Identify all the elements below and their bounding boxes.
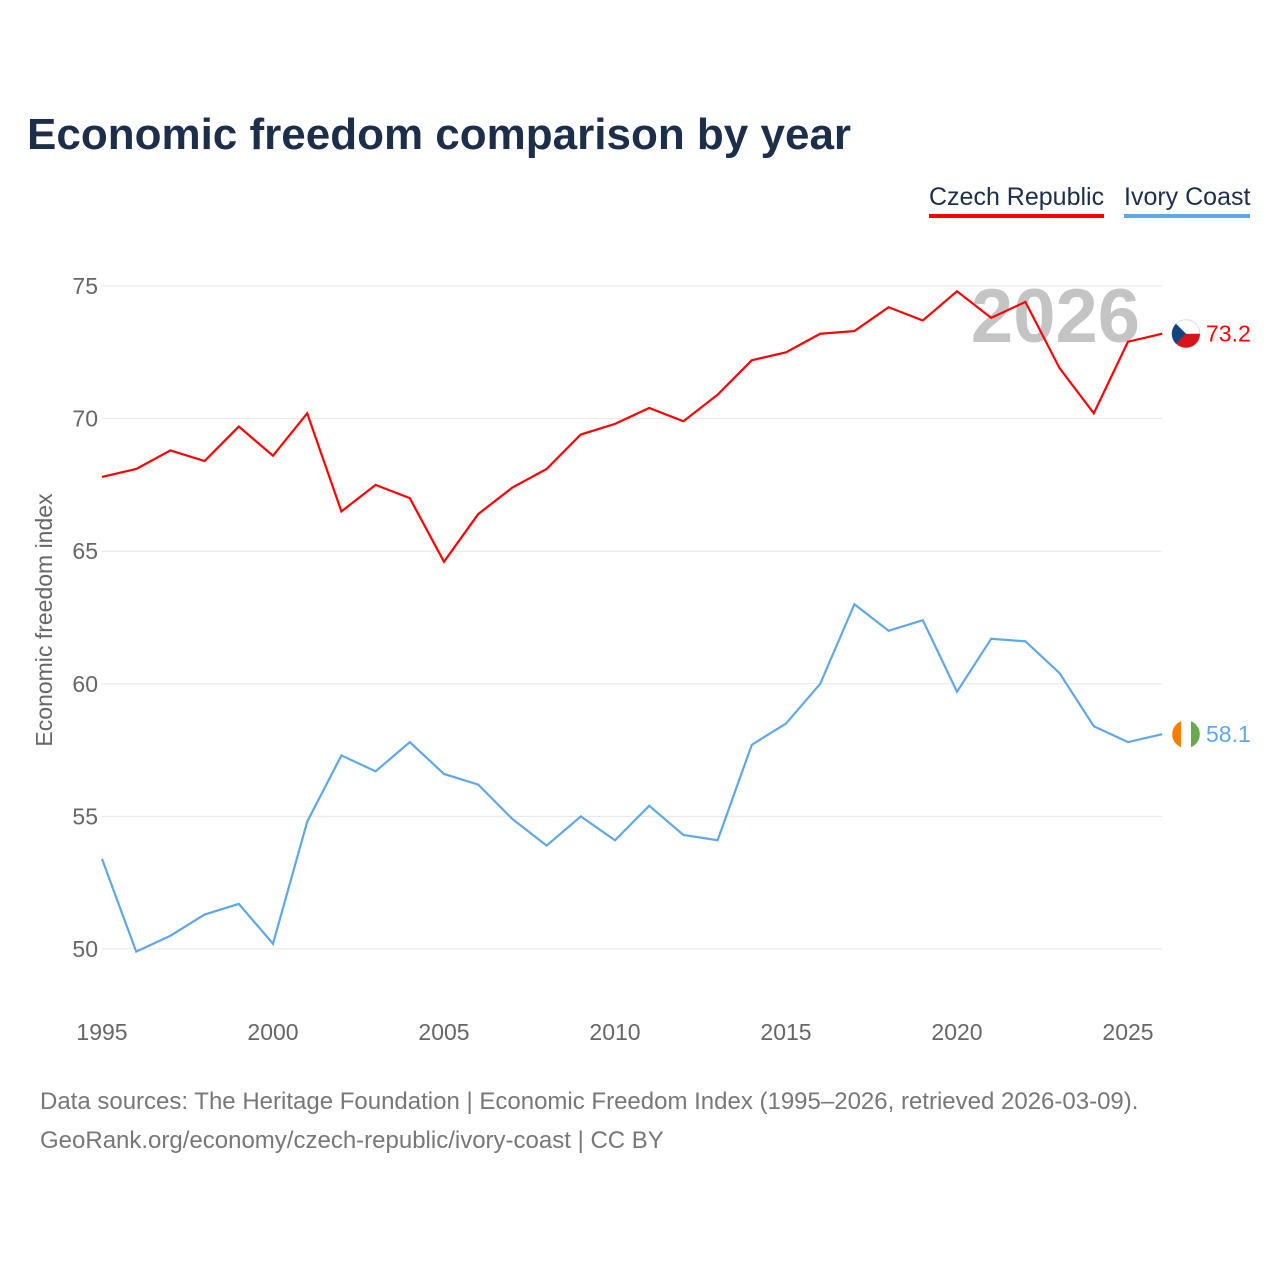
x-tick-label: 2005 [418,1019,469,1045]
x-tick-label: 2025 [1102,1019,1153,1045]
x-tick-label: 2020 [931,1019,982,1045]
series-line-czech-republic [101,289,1163,564]
y-tick-label: 70 [72,406,98,432]
chart-title: Economic freedom comparison by year [27,110,852,159]
x-tick-label: 2010 [589,1019,640,1045]
source-url[interactable]: GeoRank.org/economy/czech-republic/ivory… [40,1127,664,1154]
series-line-ivory-coast [100,602,1163,954]
flag-ivory-green [1191,721,1200,748]
end-value-label: 58.1 [1206,721,1251,747]
legend-czech-republic[interactable]: Czech Republic [929,183,1105,218]
source-note: Data sources: The Heritage Foundation | … [40,1088,1139,1115]
flag-czech-blue [1171,323,1186,344]
legend-ivory-coast[interactable]: Ivory Coast [1124,183,1251,218]
y-axis-label: Economic freedom index [31,493,57,747]
x-tick-label: 2000 [247,1019,298,1045]
y-tick-label: 50 [72,936,98,962]
y-tick-label: 55 [72,803,98,829]
flag-ivory-orange [1172,721,1181,748]
end-value-label: 73.2 [1206,321,1251,347]
y-tick-label: 65 [72,538,98,564]
x-tick-label: 2015 [760,1019,811,1045]
year-watermark: 2026 [971,274,1140,359]
x-tick-label: 1995 [76,1019,127,1045]
y-tick-label: 75 [72,273,98,299]
y-tick-label: 60 [72,671,98,697]
